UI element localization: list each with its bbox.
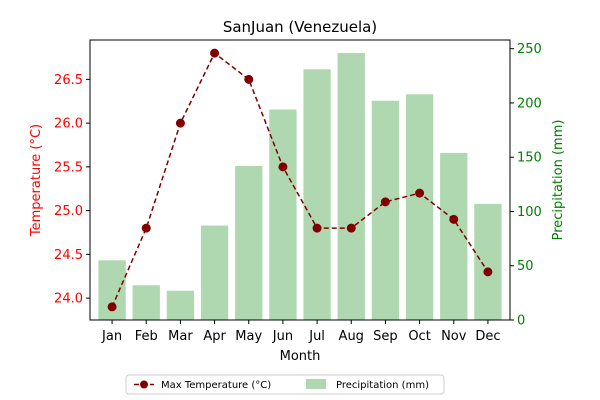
precipitation-bar-aug bbox=[337, 53, 365, 320]
left-tick-label: 26.5 bbox=[54, 73, 83, 88]
precipitation-bar-feb bbox=[132, 285, 160, 320]
left-axis: 24.0 24.5 25.0 25.5 26.0 26.5 bbox=[54, 73, 90, 307]
precipitation-bar-jul bbox=[303, 69, 331, 320]
legend-frame bbox=[125, 374, 445, 395]
precipitation-bar-may bbox=[235, 165, 263, 320]
plot-frame bbox=[89, 39, 511, 321]
precipitation-bar-dec bbox=[474, 203, 502, 320]
x-tick-label: Sep bbox=[373, 329, 398, 344]
temperature-point-jun bbox=[278, 162, 288, 172]
right-tick-label: 50 bbox=[517, 259, 534, 274]
right-tick-label: 100 bbox=[517, 205, 542, 220]
legend-label-temperature: Max Temperature (°C) bbox=[161, 380, 271, 391]
right-tick-label: 250 bbox=[517, 42, 542, 57]
left-tick-label: 26.0 bbox=[54, 117, 83, 132]
left-axis-label: Temperature (°C) bbox=[29, 124, 44, 237]
x-tick-label: Jun bbox=[272, 329, 293, 344]
x-tick-label: Mar bbox=[168, 329, 193, 344]
left-tick-label: 24.0 bbox=[54, 292, 83, 307]
temperature-series-line bbox=[111, 51, 489, 308]
legend-label-precipitation: Precipitation (mm) bbox=[336, 380, 429, 391]
left-tick-label: 25.0 bbox=[54, 204, 83, 219]
x-tick-label: Oct bbox=[408, 329, 430, 344]
x-tick-label: May bbox=[235, 329, 262, 344]
x-tick-label: Jan bbox=[101, 329, 122, 344]
precipitation-bar-jun bbox=[269, 109, 297, 320]
right-axis: 0 50 100 150 200 250 bbox=[510, 42, 542, 329]
precipitation-bars bbox=[98, 53, 502, 320]
legend-marker-swatch bbox=[140, 380, 148, 389]
left-tick-label: 24.5 bbox=[54, 248, 83, 263]
temperature-point-nov bbox=[449, 214, 459, 224]
temperature-point-dec bbox=[483, 267, 493, 277]
legend: Max Temperature (°C) Precipitation (mm) bbox=[125, 374, 445, 395]
temperature-point-aug bbox=[346, 223, 356, 233]
precipitation-bar-mar bbox=[166, 290, 195, 320]
left-tick-label: 25.5 bbox=[54, 160, 83, 175]
legend-bar-swatch bbox=[306, 379, 326, 389]
x-axis: Jan Feb Mar Apr May Jun Jul Aug Sep Oct Nov Dec bbox=[101, 320, 500, 344]
temperature-point-apr bbox=[210, 48, 220, 58]
temperature-point-sep bbox=[380, 197, 390, 207]
precipitation-bar-sep bbox=[371, 100, 400, 320]
x-tick-label: Apr bbox=[203, 329, 226, 344]
temperature-line bbox=[107, 48, 493, 312]
precipitation-bar-oct bbox=[405, 94, 434, 320]
temperature-point-jul bbox=[312, 223, 322, 233]
right-tick-label: 200 bbox=[517, 96, 542, 111]
x-tick-label: Aug bbox=[339, 329, 364, 344]
temperature-point-may bbox=[244, 74, 254, 84]
x-axis-label: Month bbox=[280, 349, 321, 364]
x-tick-label: Jul bbox=[308, 329, 325, 344]
x-tick-label: Dec bbox=[475, 329, 500, 344]
precipitation-bar-nov bbox=[440, 152, 468, 320]
right-axis-label: Precipitation (mm) bbox=[551, 120, 566, 241]
chart-title: SanJuan (Venezuela) bbox=[223, 18, 377, 36]
temperature-point-oct bbox=[415, 188, 425, 198]
temperature-point-mar bbox=[175, 118, 185, 128]
x-tick-label: Feb bbox=[135, 329, 158, 344]
precipitation-bar-apr bbox=[200, 225, 229, 320]
right-tick-label: 150 bbox=[517, 151, 542, 166]
temperature-point-jan bbox=[107, 302, 117, 312]
x-tick-label: Nov bbox=[441, 329, 467, 344]
temperature-point-feb bbox=[141, 223, 151, 233]
right-tick-label: 0 bbox=[517, 314, 525, 329]
